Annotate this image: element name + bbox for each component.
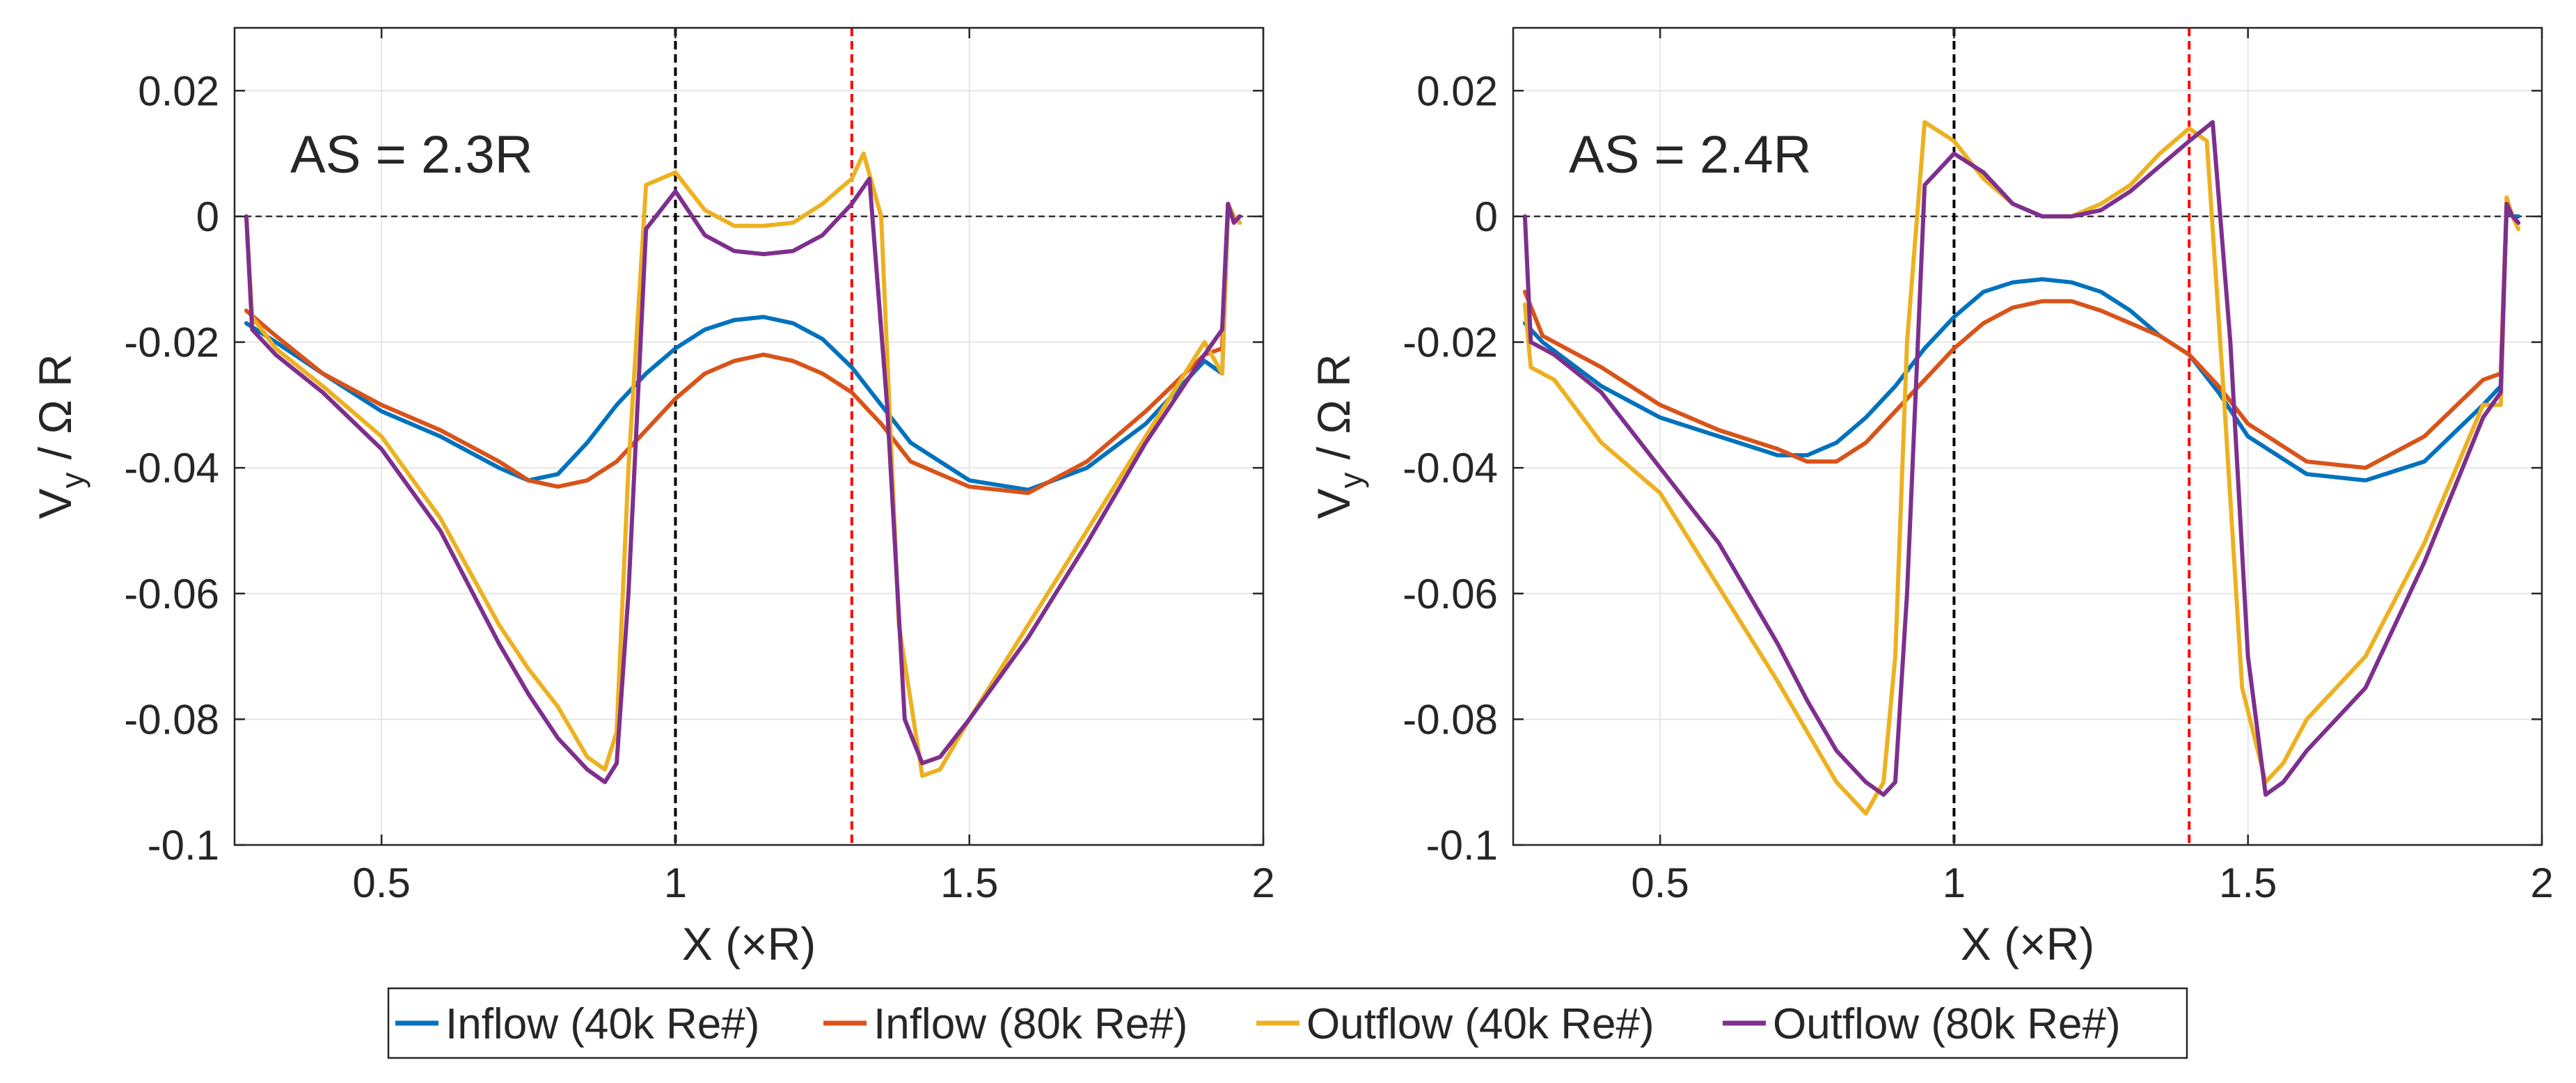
y-tick-label: -0.1: [148, 822, 219, 869]
x-tick-label: 1: [1943, 860, 1966, 906]
y-axis-label-rest: / Ω R: [29, 354, 81, 472]
y-tick-label: 0.02: [138, 68, 219, 114]
right-chart-panel: 0.5 1 1.5 2 0.02 0 -0.02 -0.04 -0.06 -0.08 -0.1 X (…: [1308, 26, 2554, 970]
plot-background: [235, 28, 1263, 845]
y-axis-label-main: V: [29, 489, 81, 519]
series-line-inflow-80k-re: [244, 201, 1242, 496]
y-axis-label-subscript: y: [54, 473, 90, 489]
x-tick-label: 1: [664, 860, 687, 906]
series-line-outflow-40k-re: [244, 151, 1242, 778]
series-line-inflow-40k-re: [1522, 207, 2521, 483]
legend: Inflow (40k Re#) Inflow (80k Re#) Outflow …: [387, 987, 2188, 1059]
y-axis-label: Vy / Ω R: [29, 354, 90, 519]
x-tick-label: 1.5: [2219, 860, 2277, 906]
y-tick-label: 0.02: [1416, 68, 1498, 114]
y-axis-label-subscript: y: [1333, 473, 1369, 489]
x-tick-label: 1.5: [940, 860, 998, 906]
aspect-ratio-annotation: AS = 2.4R: [1569, 125, 1812, 184]
plot-background: [1513, 28, 2542, 845]
axes-box: [233, 26, 1265, 846]
y-tick-label: -0.08: [124, 696, 219, 743]
legend-label-inflow-40k-re: Inflow (40k Re#): [445, 1000, 759, 1048]
x-tick-label: 2: [2530, 860, 2553, 906]
legend-label-outflow-80k-re: Outflow (80k Re#): [1773, 1000, 2121, 1048]
x-axis-label: X (×R): [682, 918, 816, 970]
x-tick-label: 0.5: [352, 860, 410, 906]
y-tick-label: -0.1: [1426, 822, 1498, 869]
legend-label-outflow-40k-re: Outflow (40k Re#): [1306, 1000, 1654, 1048]
y-tick-label: -0.04: [1402, 445, 1498, 491]
series-line-outflow-80k-re: [244, 176, 1242, 784]
y-tick-label: -0.02: [124, 319, 219, 366]
y-tick-label: 0: [1475, 193, 1498, 240]
aspect-ratio-annotation: AS = 2.3R: [290, 125, 533, 184]
y-axis-label-main: V: [1308, 489, 1359, 519]
series-line-outflow-80k-re: [1522, 120, 2521, 797]
x-axis-label: X (×R): [1961, 918, 2095, 970]
series-line-inflow-80k-re: [1522, 201, 2521, 471]
y-tick-label: -0.02: [1402, 319, 1498, 366]
axes-box: [1512, 26, 2543, 846]
y-tick-label: -0.08: [1402, 696, 1498, 743]
y-axis-label: Vy / Ω R: [1308, 354, 1369, 519]
y-tick-label: -0.04: [124, 445, 219, 491]
legend-label-inflow-80k-re: Inflow (80k Re#): [874, 1000, 1187, 1048]
y-axis-label-rest: / Ω R: [1308, 354, 1359, 472]
left-chart-panel: 0.5 1 1.5 2 0.02 0 -0.02 -0.04 -0.06 -0.08 -0.1 X (…: [29, 26, 1275, 970]
y-tick-label: 0: [196, 193, 219, 240]
y-tick-label: -0.06: [124, 571, 219, 617]
y-tick-label: -0.06: [1402, 571, 1498, 617]
x-tick-label: 0.5: [1631, 860, 1689, 906]
x-tick-label: 2: [1251, 860, 1274, 906]
